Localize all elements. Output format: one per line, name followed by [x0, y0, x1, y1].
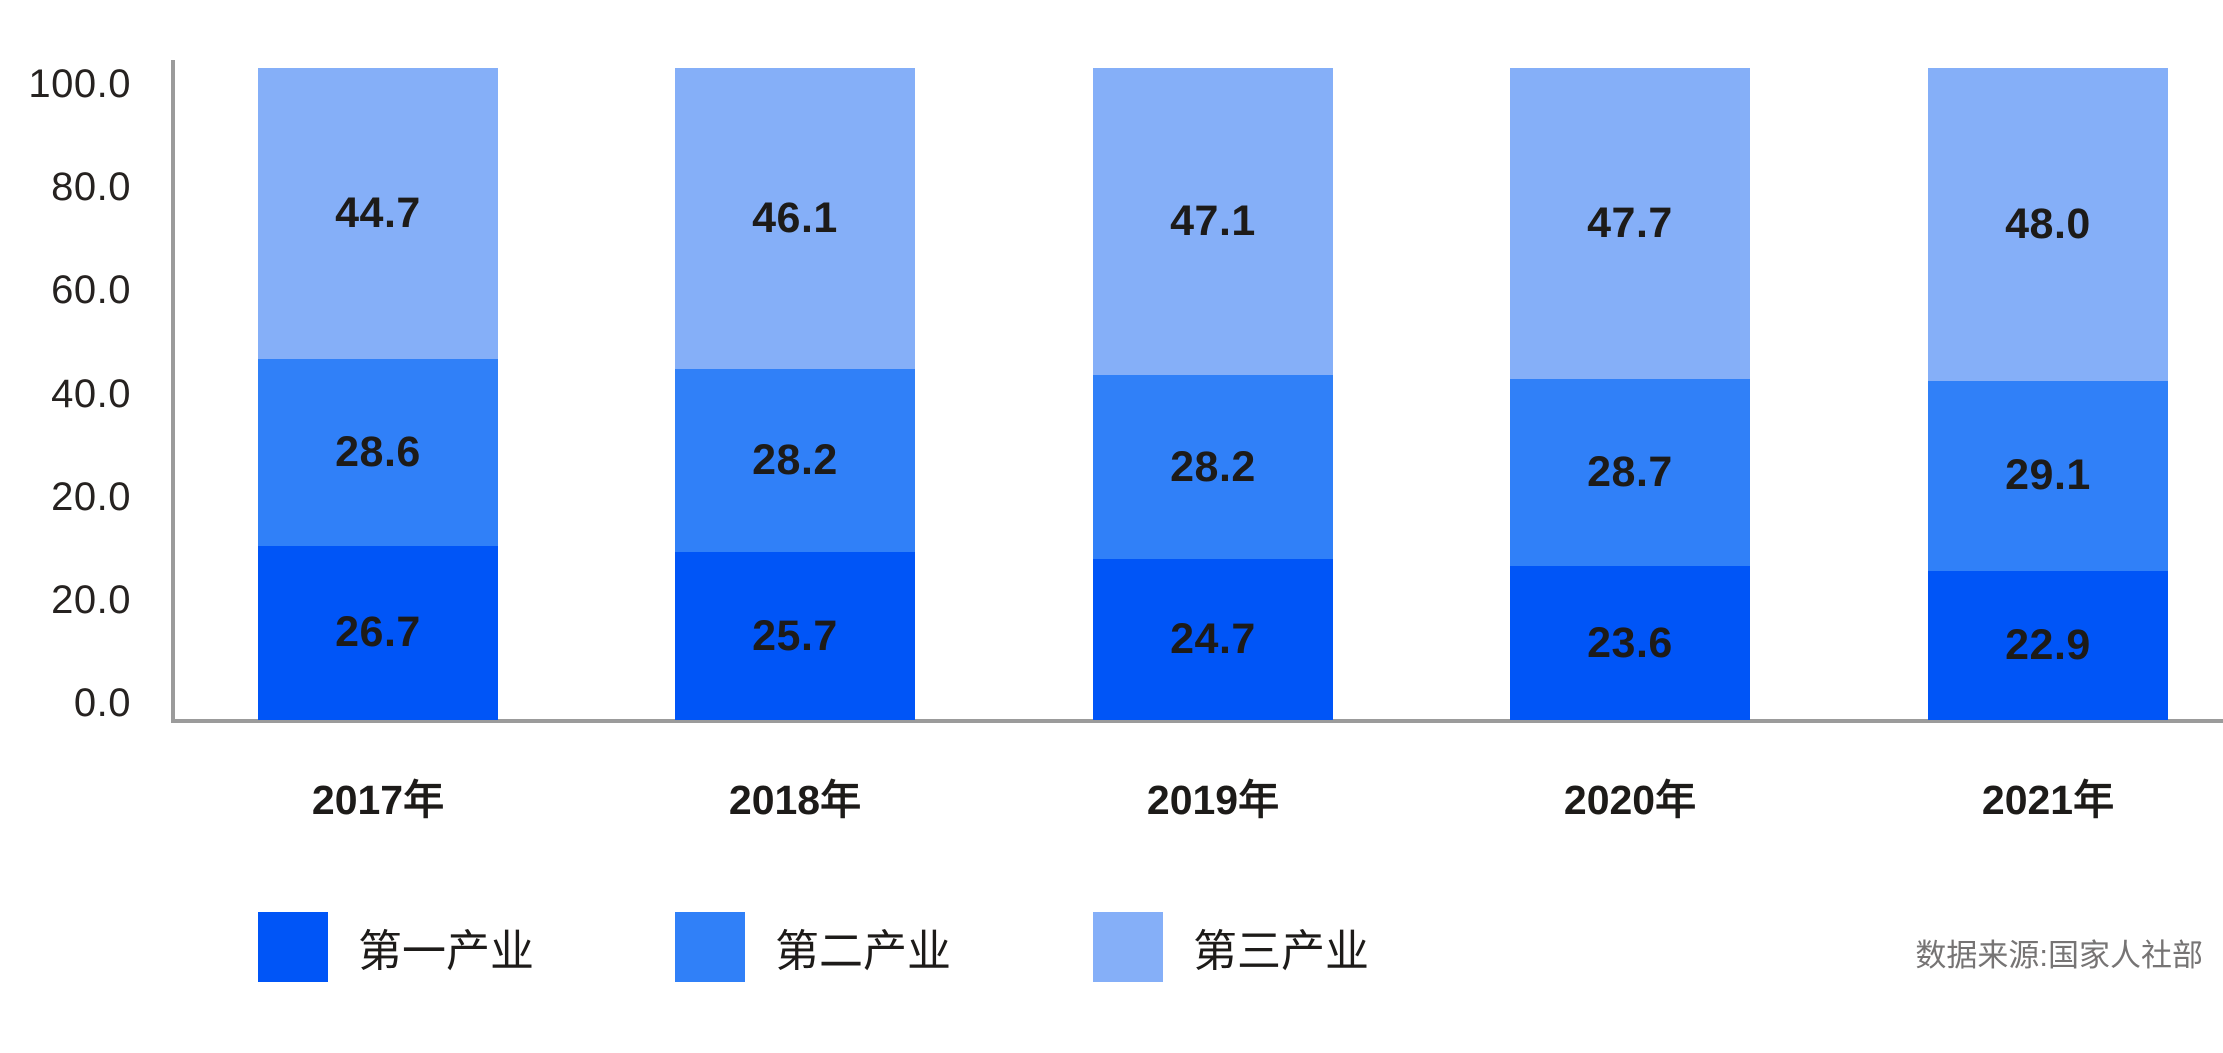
- y-axis-tick-labels: 100.0 80.0 60.0 40.0 20.0 20.0 0.0: [0, 0, 137, 1053]
- bar-value-label: 44.7: [335, 189, 421, 238]
- bar-segment-第二产业: 29.1: [1928, 380, 2168, 571]
- x-axis-category-label: 2021年: [1981, 777, 2115, 823]
- bar-segment-第三产业: 48.0: [1928, 68, 2168, 381]
- bar-value-label: 28.7: [1587, 448, 1673, 497]
- bar-segment-第一产业: 24.7: [1093, 558, 1333, 720]
- y-axis-line: [171, 60, 175, 722]
- legend-label: 第二产业: [775, 927, 951, 976]
- bar-2020年: 47.7 28.7 23.6: [1510, 68, 1750, 720]
- y-axis-tick: 60.0: [51, 268, 131, 313]
- bar-segment-第二产业: 28.2: [675, 368, 915, 553]
- bar-value-label: 29.1: [2005, 451, 2091, 500]
- bar-segment-第二产业: 28.2: [1093, 375, 1333, 559]
- legend-swatch-icon: [258, 912, 328, 982]
- bar-segment-第一产业: 26.7: [258, 545, 498, 720]
- bar-segment-第三产业: 44.7: [258, 68, 498, 360]
- x-axis-category-label: 2019年: [1146, 777, 1280, 823]
- legend-label: 第三产业: [1193, 927, 1369, 976]
- bar-segment-第二产业: 28.7: [1510, 379, 1750, 567]
- bar-segment-第三产业: 47.1: [1093, 68, 1333, 376]
- bar-value-label: 22.9: [2005, 620, 2091, 669]
- bar-2021年: 48.0 29.1 22.9: [1928, 68, 2168, 720]
- bar-value-label: 48.0: [2005, 199, 2091, 248]
- y-axis-tick: 0.0: [73, 681, 131, 725]
- x-axis-category-label: 2020年: [1563, 777, 1697, 823]
- bar-value-label: 25.7: [752, 611, 838, 660]
- bar-2017年: 44.7 28.6 26.7: [258, 68, 498, 720]
- bar-value-label: 47.1: [1170, 197, 1256, 246]
- bar-2018年: 46.1 28.2 25.7: [675, 68, 915, 720]
- y-axis-tick: 80.0: [51, 165, 131, 210]
- source-note: 数据来源:国家人社部: [1915, 938, 2203, 973]
- y-axis-tick: 100.0: [28, 62, 131, 106]
- legend-item-第二产业: 第二产业: [675, 912, 951, 982]
- bar-segment-第一产业: 22.9: [1928, 570, 2168, 720]
- bar-segment-第一产业: 23.6: [1510, 566, 1750, 720]
- x-axis-category-label: 2018年: [728, 777, 862, 823]
- bar-value-label: 24.7: [1170, 614, 1256, 663]
- y-axis-tick: 40.0: [51, 371, 131, 416]
- legend-item-第三产业: 第三产业: [1093, 912, 1369, 982]
- legend-label: 第一产业: [358, 927, 534, 976]
- bar-value-label: 47.7: [1587, 199, 1673, 247]
- x-axis-line: [171, 719, 2223, 723]
- y-axis-tick: 20.0: [51, 474, 131, 519]
- bar-segment-第三产业: 46.1: [675, 68, 915, 369]
- y-axis-tick: 20.0: [51, 577, 131, 622]
- bar-value-label: 28.6: [335, 428, 421, 477]
- bar-segment-第二产业: 28.6: [258, 359, 498, 546]
- bar-value-label: 23.6: [1587, 618, 1673, 667]
- legend-swatch-icon: [675, 912, 745, 982]
- x-axis-category-label: 2017年: [311, 777, 445, 823]
- bar-value-label: 28.2: [752, 435, 838, 484]
- legend-swatch-icon: [1093, 912, 1163, 982]
- bar-value-label: 26.7: [335, 608, 421, 657]
- bar-segment-第一产业: 25.7: [675, 552, 915, 720]
- bar-segment-第三产业: 47.7: [1510, 68, 1750, 379]
- bar-value-label: 46.1: [752, 193, 838, 242]
- legend-item-第一产业: 第一产业: [258, 912, 534, 982]
- bar-2019年: 47.1 28.2 24.7: [1093, 68, 1333, 720]
- bar-value-label: 28.2: [1170, 442, 1256, 491]
